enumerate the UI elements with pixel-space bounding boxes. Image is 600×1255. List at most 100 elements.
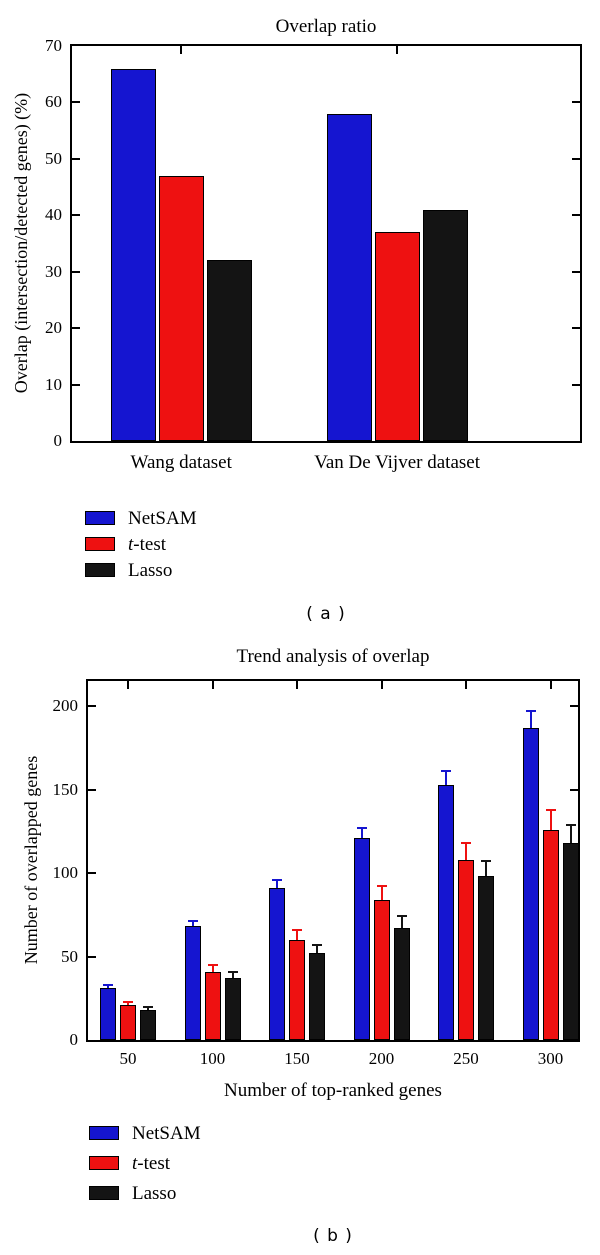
error-bar xyxy=(400,916,403,929)
bar-netsam xyxy=(99,988,116,1040)
y-tick-label: 20 xyxy=(45,318,62,338)
y-tick xyxy=(88,955,96,958)
error-bar xyxy=(484,861,487,877)
error-bar xyxy=(360,827,363,838)
error-bar-cap xyxy=(311,943,322,946)
figure-b-caption: ( b ) xyxy=(313,1226,353,1246)
legend-item: NetSAM xyxy=(89,1118,201,1148)
y-tick-label: 150 xyxy=(52,779,79,799)
legend-swatch-lasso xyxy=(85,563,115,577)
y-tick xyxy=(72,383,80,386)
error-bar xyxy=(106,984,109,989)
error-bar xyxy=(231,971,234,979)
error-bar xyxy=(464,842,467,860)
y-tick xyxy=(72,101,80,104)
error-bar xyxy=(549,809,552,830)
error-bar-cap xyxy=(396,915,407,918)
legend-item: NetSAM xyxy=(85,505,197,531)
y-tick xyxy=(570,788,578,791)
error-bar-cap xyxy=(565,823,576,826)
bar-netsam xyxy=(110,68,156,441)
y-tick xyxy=(88,872,96,875)
y-tick-label: 0 xyxy=(53,431,63,450)
x-tick-label: 300 xyxy=(537,1049,564,1068)
y-tick xyxy=(572,270,580,273)
legend-label: Lasso xyxy=(132,1182,177,1204)
error-bar-cap xyxy=(480,860,491,863)
error-bar-cap xyxy=(460,841,471,844)
x-tick xyxy=(180,46,183,54)
bar-netsam xyxy=(437,784,454,1040)
y-tick xyxy=(572,327,580,330)
bar-ttest xyxy=(373,899,390,1040)
y-tick-label: 60 xyxy=(45,92,62,112)
bar-ttest xyxy=(457,859,474,1040)
bar-ttest xyxy=(158,175,204,441)
chart-b-plot-area: 0 50 100 150 200 50 100 150 200 250 300 xyxy=(0,630,600,1255)
x-tick xyxy=(126,681,129,689)
legend-label: t-test xyxy=(132,1152,170,1174)
chart-b-title: Trend analysis of overlap xyxy=(236,646,430,667)
y-tick-label: 50 xyxy=(61,946,78,966)
x-tick xyxy=(211,681,214,689)
error-bar xyxy=(275,879,278,889)
error-bar xyxy=(295,929,298,940)
y-tick-label: 40 xyxy=(45,205,62,225)
error-bar-cap xyxy=(187,920,198,923)
bar-lasso xyxy=(206,260,252,441)
error-bar-cap xyxy=(291,928,302,931)
bar-ttest xyxy=(204,971,221,1040)
y-tick-label: 50 xyxy=(45,148,62,168)
x-tick xyxy=(549,681,552,689)
error-bar-cap xyxy=(227,970,238,973)
y-tick-label: 0 xyxy=(69,1030,79,1049)
error-bar-cap xyxy=(376,885,387,888)
error-bar xyxy=(146,1006,149,1010)
legend-item: t-test xyxy=(85,531,197,557)
y-tick xyxy=(572,383,580,386)
y-tick xyxy=(72,157,80,160)
y-tick xyxy=(88,705,96,708)
error-bar-cap xyxy=(102,983,113,986)
axis-box xyxy=(86,679,580,1042)
x-tick-label: Van De Vijver dataset xyxy=(314,452,480,473)
y-tick-label: 100 xyxy=(52,863,79,883)
x-tick-label: 150 xyxy=(284,1049,310,1068)
error-bar xyxy=(191,921,194,927)
figure-a-caption: ( a ) xyxy=(306,604,346,624)
legend-item: Lasso xyxy=(85,557,197,583)
legend-label: t-test xyxy=(128,533,166,555)
chart-b-x-axis-label: Number of top-ranked genes xyxy=(224,1080,442,1101)
y-tick xyxy=(88,788,96,791)
y-tick xyxy=(572,101,580,104)
bar-ttest xyxy=(374,232,420,441)
legend-item: Lasso xyxy=(89,1178,201,1208)
error-bar xyxy=(529,711,532,728)
bar-netsam xyxy=(353,837,370,1040)
x-tick-label: Wang dataset xyxy=(130,452,232,473)
bar-netsam xyxy=(268,888,285,1040)
legend-swatch-netsam xyxy=(85,511,115,525)
y-tick xyxy=(72,214,80,217)
x-tick xyxy=(464,681,467,689)
x-tick-label: 50 xyxy=(119,1049,137,1068)
y-tick xyxy=(72,270,80,273)
figure-a: Overlap ratio Overlap (intersection/dete… xyxy=(11,16,582,624)
y-tick-label: 30 xyxy=(45,261,62,281)
error-bar-cap xyxy=(356,826,367,829)
bar-lasso xyxy=(224,978,241,1040)
chart-a-plot-area: 0 10 20 30 40 50 60 70 Wang dataset Van De Vijver… xyxy=(45,36,582,473)
chart-a-title: Overlap ratio xyxy=(275,16,377,37)
error-bar xyxy=(444,771,447,785)
y-tick xyxy=(570,705,578,708)
legend-swatch-ttest xyxy=(85,537,115,551)
y-tick xyxy=(572,214,580,217)
bar-lasso xyxy=(562,842,579,1040)
y-tick-label: 10 xyxy=(45,374,62,394)
error-bar-cap xyxy=(142,1005,153,1008)
legend-swatch-ttest xyxy=(89,1156,119,1170)
x-tick xyxy=(380,681,383,689)
legend-label: NetSAM xyxy=(132,1122,201,1144)
bar-lasso xyxy=(422,209,468,441)
